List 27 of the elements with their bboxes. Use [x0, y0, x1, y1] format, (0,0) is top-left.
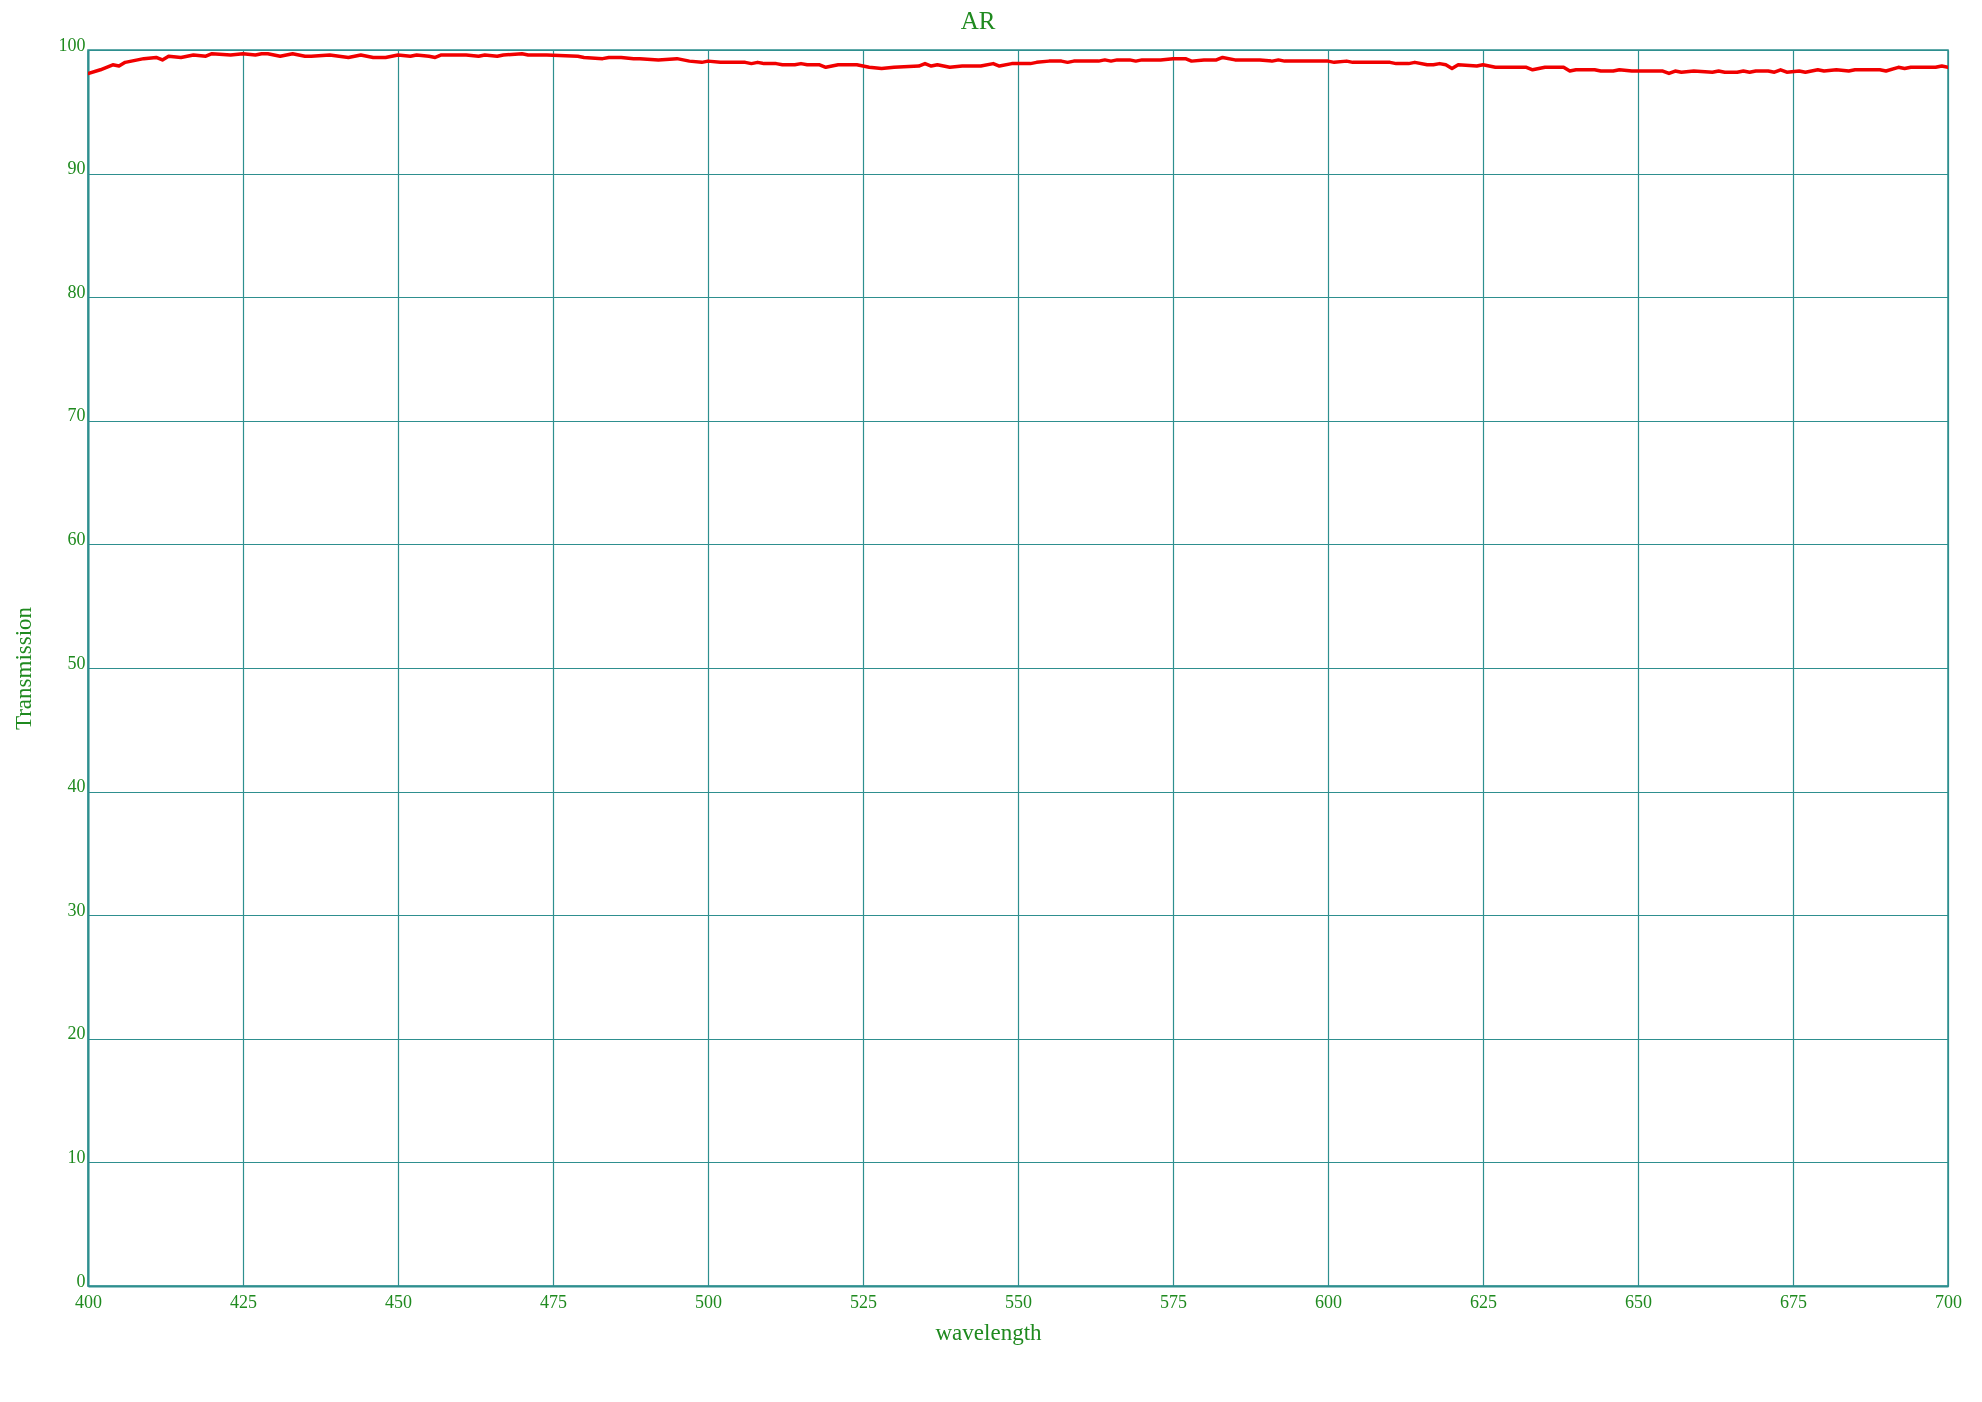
x-tick-label: 425: [230, 1291, 257, 1312]
y-tick-label: 30: [67, 899, 86, 920]
y-tick-label: 100: [58, 34, 86, 55]
y-tick-label: 80: [67, 281, 86, 302]
x-tick-label: 550: [1005, 1291, 1032, 1312]
x-tick-label: 600: [1315, 1291, 1342, 1312]
y-tick-label: 60: [67, 528, 86, 549]
y-tick-label: 70: [67, 405, 86, 426]
x-tick-label: 625: [1470, 1291, 1497, 1312]
x-tick-label: 650: [1625, 1291, 1652, 1312]
y-tick-label: 20: [67, 1023, 86, 1044]
y-tick-label: 90: [67, 158, 86, 179]
y-tick-label: 40: [67, 776, 86, 797]
x-tick-label: 500: [695, 1291, 722, 1312]
x-tick-label: 450: [385, 1291, 412, 1312]
x-axis-title: wavelength: [935, 1319, 1043, 1345]
x-tick-label: 575: [1160, 1291, 1187, 1312]
x-tick-label: 400: [75, 1291, 102, 1312]
chart-title: AR: [960, 7, 996, 34]
x-tick-label: 525: [850, 1291, 877, 1312]
y-axis-title: Transmission: [10, 606, 36, 731]
x-tick-label: 675: [1780, 1291, 1807, 1312]
x-tick-label: 700: [1935, 1291, 1962, 1312]
y-tick-label: 50: [67, 652, 86, 673]
y-tick-label: 0: [76, 1270, 86, 1291]
y-tick-label: 10: [67, 1146, 86, 1167]
x-tick-label: 475: [540, 1291, 567, 1312]
